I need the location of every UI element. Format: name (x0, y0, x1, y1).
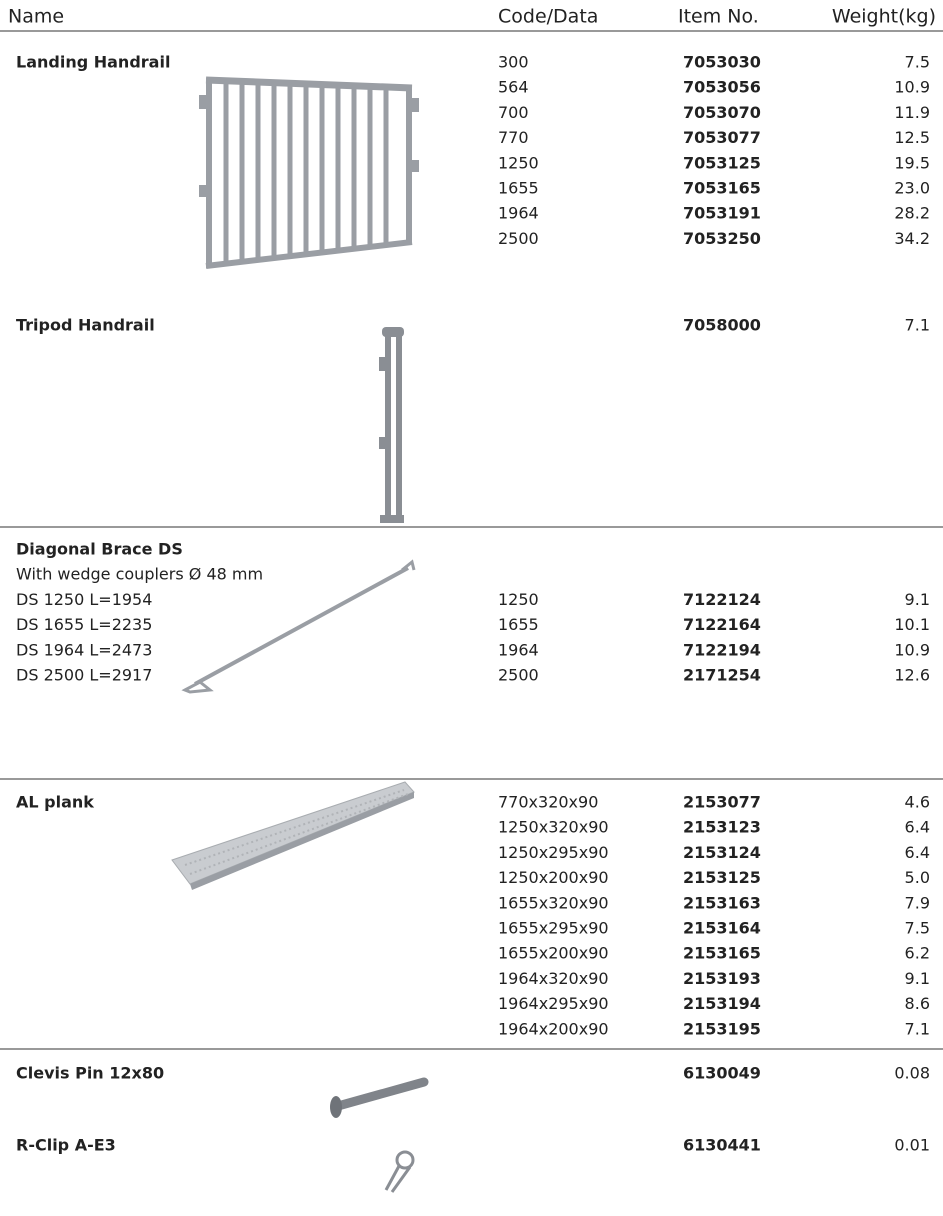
item-cell: 2153123 (683, 818, 761, 837)
code-cell: 1655 (498, 615, 539, 634)
item-cell: 7053070 (683, 103, 761, 122)
section-name: Landing Handrail (16, 53, 170, 72)
weight-cell: 11.9 (894, 103, 930, 122)
item-cell: 7053165 (683, 179, 761, 198)
weight-cell: 28.2 (894, 204, 930, 223)
item-cell: 2153164 (683, 919, 761, 938)
header-weight: Weight(kg) (832, 6, 936, 28)
item-cell: 7122124 (683, 590, 761, 609)
weight-cell: 7.9 (905, 893, 930, 912)
weight-cell: 7.1 (905, 1019, 930, 1038)
item-cell: 7122164 (683, 615, 761, 634)
code-cell: 1964x320x90 (498, 969, 609, 988)
weight-cell: 4.6 (905, 793, 930, 812)
tripod-handrail-image (379, 327, 404, 523)
code-cell: 2500 (498, 229, 539, 248)
weight-cell: 8.6 (905, 994, 930, 1013)
code-cell: 1250 (498, 590, 539, 609)
code-cell: 1250 (498, 153, 539, 172)
item-cell: 7122194 (683, 640, 761, 659)
item-cell: 2153195 (683, 1019, 761, 1038)
item-cell: 7053030 (683, 53, 761, 72)
variant-label: DS 1250 L=1954 (16, 590, 152, 609)
code-cell: 1250x320x90 (498, 818, 609, 837)
weight-cell: 5.0 (905, 868, 930, 887)
code-cell: 1964x200x90 (498, 1019, 609, 1038)
variant-label: DS 2500 L=2917 (16, 666, 152, 685)
section-name: Clevis Pin 12x80 (16, 1064, 164, 1083)
variant-label: DS 1964 L=2473 (16, 640, 152, 659)
item-cell: 7053056 (683, 78, 761, 97)
weight-cell: 23.0 (894, 179, 930, 198)
code-cell: 1655 (498, 179, 539, 198)
item-cell: 2171254 (683, 666, 761, 685)
weight-cell: 10.9 (894, 640, 930, 659)
landing-handrail-image (199, 76, 419, 269)
weight-cell: 6.2 (905, 944, 930, 963)
code-cell: 770 (498, 128, 529, 147)
code-cell: 1964 (498, 204, 539, 223)
code-cell: 1655x320x90 (498, 893, 609, 912)
item-cell: 7053191 (683, 204, 761, 223)
section-name: AL plank (16, 793, 94, 812)
item-cell: 7053077 (683, 128, 761, 147)
weight-cell: 10.1 (894, 615, 930, 634)
section-name: Tripod Handrail (16, 316, 155, 335)
item-cell: 2153193 (683, 969, 761, 988)
header-name: Name (8, 6, 64, 28)
item-cell: 7053125 (683, 153, 761, 172)
clevis-pin-image (330, 1077, 429, 1118)
code-cell: 564 (498, 78, 529, 97)
item-cell: 6130049 (683, 1064, 761, 1083)
item-cell: 2153125 (683, 868, 761, 887)
code-cell: 1250x295x90 (498, 843, 609, 862)
item-cell: 2153163 (683, 893, 761, 912)
code-cell: 770x320x90 (498, 793, 598, 812)
weight-cell: 7.5 (905, 53, 930, 72)
weight-cell: 6.4 (905, 843, 930, 862)
code-cell: 300 (498, 53, 529, 72)
code-cell: 700 (498, 103, 529, 122)
item-cell: 7058000 (683, 316, 761, 335)
section-name: Diagonal Brace DS (16, 540, 183, 559)
section-description: With wedge couplers Ø 48 mm (16, 565, 263, 584)
r-clip-image (384, 1150, 415, 1193)
item-cell: 6130441 (683, 1136, 761, 1155)
al-plank-image (171, 781, 415, 890)
weight-cell: 7.5 (905, 919, 930, 938)
item-cell: 2153077 (683, 793, 761, 812)
weight-cell: 12.5 (894, 128, 930, 147)
weight-cell: 6.4 (905, 818, 930, 837)
weight-cell: 10.9 (894, 78, 930, 97)
weight-cell: 0.08 (894, 1064, 930, 1083)
code-cell: 1250x200x90 (498, 868, 609, 887)
weight-cell: 34.2 (894, 229, 930, 248)
section-name: R-Clip A-E3 (16, 1136, 116, 1155)
item-cell: 2153194 (683, 994, 761, 1013)
item-cell: 7053250 (683, 229, 761, 248)
header-code: Code/Data (498, 6, 598, 28)
code-cell: 1964 (498, 640, 539, 659)
item-cell: 2153165 (683, 944, 761, 963)
weight-cell: 9.1 (905, 590, 930, 609)
code-cell: 2500 (498, 666, 539, 685)
item-cell: 2153124 (683, 843, 761, 862)
weight-cell: 9.1 (905, 969, 930, 988)
diagonal-brace-image (181, 559, 416, 694)
weight-cell: 7.1 (905, 316, 930, 335)
variant-label: DS 1655 L=2235 (16, 615, 152, 634)
weight-cell: 19.5 (894, 153, 930, 172)
code-cell: 1964x295x90 (498, 994, 609, 1013)
code-cell: 1655x200x90 (498, 944, 609, 963)
weight-cell: 0.01 (894, 1136, 930, 1155)
weight-cell: 12.6 (894, 666, 930, 685)
code-cell: 1655x295x90 (498, 919, 609, 938)
header-item: Item No. (678, 6, 759, 28)
